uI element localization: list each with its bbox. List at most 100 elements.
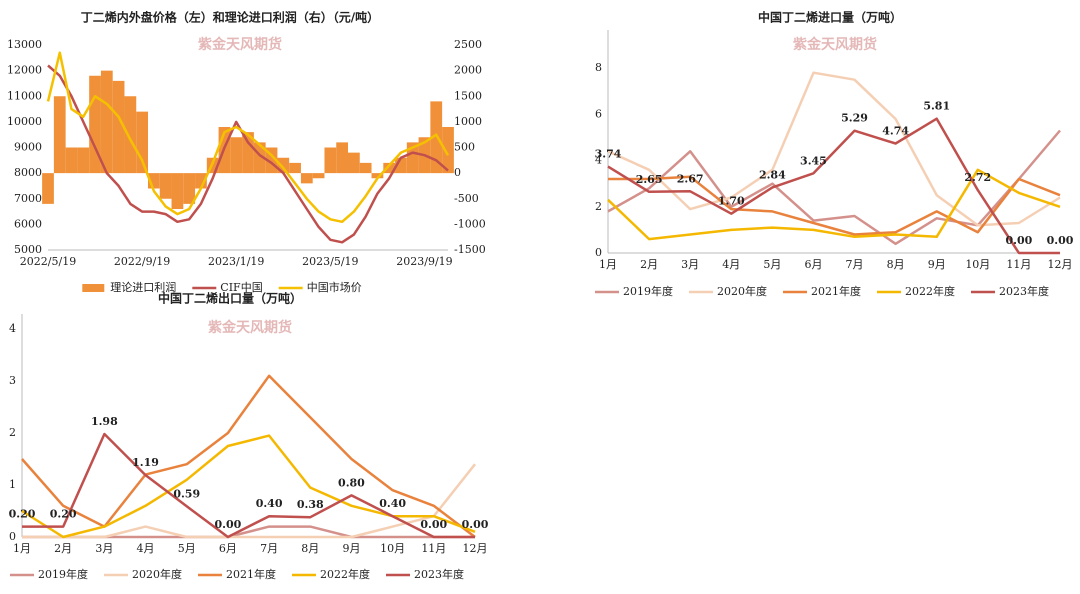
y-tick-label: 4 (595, 154, 602, 167)
y-tick-label: 10000 (7, 115, 42, 128)
bar (183, 173, 196, 204)
legend-label: 2019年度 (623, 284, 673, 298)
x-tick-label: 3月 (681, 258, 699, 271)
data-label: 1.98 (91, 415, 118, 428)
series-line (607, 168, 1061, 241)
y-tick-label: 8000 (14, 166, 42, 179)
legend-label: 2019年度 (38, 567, 88, 581)
data-label: 0.20 (9, 508, 36, 521)
y2-tick-label: 500 (454, 141, 475, 154)
x-tick-label: 2月 (640, 258, 658, 271)
y2-tick-label: -1500 (454, 243, 486, 256)
data-label: 2.67 (677, 172, 704, 185)
series-line (22, 432, 475, 539)
x-tick-label: 5月 (763, 258, 781, 271)
legend-label: 2023年度 (999, 284, 1049, 298)
y2-tick-label: 1500 (454, 89, 482, 102)
legend-label: 2021年度 (811, 284, 861, 298)
x-tick-label: 3月 (95, 542, 113, 555)
y-tick-label: 6000 (14, 217, 42, 230)
y2-tick-label: 1000 (454, 115, 482, 128)
x-tick-label: 7月 (846, 258, 864, 271)
y2-tick-label: -1000 (454, 217, 486, 230)
data-label: 0.59 (173, 487, 200, 500)
legend-label: CIF中国 (220, 281, 262, 294)
y-tick-label: 8 (595, 61, 602, 74)
watermark: 紫金天风期货 (793, 36, 877, 53)
data-label: 0.00 (215, 518, 242, 531)
bar (100, 70, 113, 174)
bar (253, 142, 266, 174)
x-tick-label: 1月 (13, 542, 31, 555)
legend-label: 2021年度 (226, 567, 276, 581)
x-tick-label: 2022/5/19 (20, 255, 76, 268)
bar (89, 75, 101, 174)
x-tick-label: 2022/9/19 (114, 255, 170, 268)
bar (359, 162, 372, 174)
data-label: 0.00 (1006, 234, 1033, 247)
x-tick-label: 4月 (137, 542, 155, 555)
legend-label: 中国市场价 (307, 280, 362, 294)
bar (77, 147, 90, 174)
y-tick-label: 0 (595, 246, 602, 259)
legend-label: 2020年度 (132, 567, 182, 581)
legend-label: 理论进口利润 (110, 280, 176, 294)
x-tick-label: 9月 (342, 542, 360, 555)
bar (442, 127, 454, 174)
bar (383, 162, 396, 174)
y2-tick-label: -500 (454, 192, 479, 205)
x-tick-label: 10月 (380, 542, 405, 555)
series-line (22, 463, 476, 539)
bar (53, 96, 66, 174)
bar (336, 142, 348, 174)
bar (148, 173, 160, 189)
bar (312, 173, 325, 179)
data-label: 0.00 (462, 518, 489, 531)
bar (230, 137, 243, 174)
bar (265, 147, 278, 174)
y2-tick-label: 0 (454, 166, 461, 179)
x-tick-label: 10月 (965, 258, 990, 271)
bar (171, 173, 184, 209)
series-line (607, 117, 1060, 255)
bar (406, 142, 419, 174)
y-tick-label: 2 (9, 426, 16, 439)
data-label: 2.84 (759, 168, 786, 181)
data-label: 5.81 (923, 100, 950, 113)
x-tick-label: 1月 (599, 258, 617, 271)
watermark: 紫金天风期货 (208, 319, 292, 336)
x-tick-label: 6月 (804, 258, 822, 271)
data-label: 1.19 (132, 456, 159, 469)
x-tick-label: 5月 (178, 542, 196, 555)
y2-tick-label: 2000 (454, 64, 482, 77)
bar (65, 147, 78, 174)
legend-swatch (82, 284, 105, 292)
series-line (22, 525, 475, 539)
data-label: 0.00 (420, 518, 447, 531)
x-tick-label: 11月 (421, 542, 446, 555)
data-label: 0.40 (379, 497, 406, 510)
x-tick-label: 4月 (722, 258, 740, 271)
series-line (21, 374, 476, 538)
bar (112, 80, 125, 174)
data-label: 0.38 (297, 498, 324, 511)
x-tick-label: 9月 (928, 258, 946, 271)
data-label: 0.80 (338, 476, 365, 489)
bar (289, 162, 301, 174)
bar (300, 173, 313, 184)
x-tick-label: 2023/9/19 (396, 255, 452, 268)
x-tick-label: 2023/1/19 (208, 255, 264, 268)
series-line (47, 64, 449, 244)
y-tick-label: 3 (9, 374, 16, 387)
data-label: 0.40 (256, 497, 283, 510)
bar (136, 111, 148, 174)
bar (277, 157, 290, 174)
y-tick-label: 11000 (7, 89, 42, 102)
y-tick-label: 6 (595, 107, 602, 120)
x-tick-label: 8月 (301, 542, 319, 555)
data-label: 3.45 (800, 154, 827, 167)
x-tick-label: 2月 (54, 542, 72, 555)
x-tick-label: 11月 (1006, 258, 1031, 271)
x-tick-label: 8月 (887, 258, 905, 271)
data-label: 0.20 (50, 508, 77, 521)
